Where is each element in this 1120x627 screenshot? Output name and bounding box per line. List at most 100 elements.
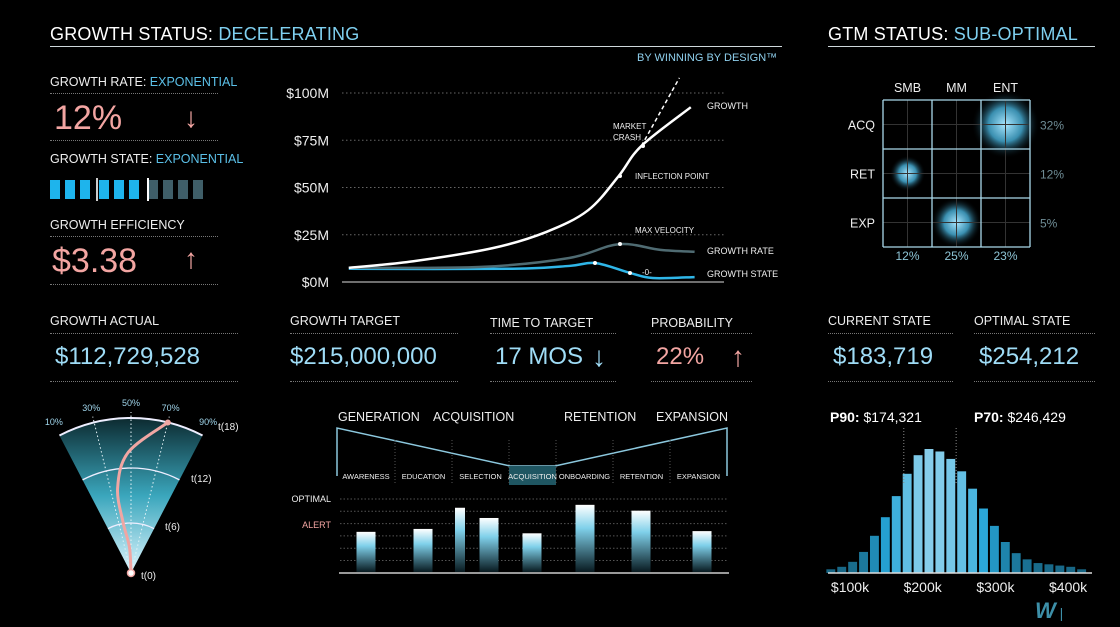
distribution-bar [859,551,868,573]
stage-bar [356,531,376,572]
annotation: -0- [642,268,652,277]
y-tick-label: $25M [294,227,329,243]
distribution-bar [891,496,901,573]
stage-bar [522,533,542,572]
growth-state-segment [99,180,109,199]
divider [828,333,953,334]
growth-state-segment [193,180,203,199]
data-point [641,144,645,148]
metric-value: $183,719 [833,343,934,370]
row-total: 12% [1040,168,1064,182]
angle-tick-label: 90% [199,417,217,427]
distribution-bar [1000,542,1010,573]
row-label: EXP [850,217,875,231]
stage-label: ACQUISITION [508,472,557,481]
stage-label: EXPANSION [677,472,720,481]
x-tick-label: $100k [831,579,870,595]
stage-label: AWARENESS [342,472,389,481]
column-total: 25% [944,249,968,263]
stage-bar [575,504,595,572]
row-total: 32% [1040,119,1064,133]
metric-value: $254,212 [979,343,1080,370]
ring [82,467,180,481]
annotation: INFLECTION POINT [635,172,709,181]
metric-value: 22% [656,343,705,370]
annotation: MARKET [613,122,646,131]
distribution-bar [946,458,956,573]
logo: W | [1035,598,1064,623]
annotation: MAX VELOCITY [635,226,695,235]
ring-tick-label: t(12) [191,474,212,485]
segment-divider [147,178,149,201]
distribution-bar [924,449,934,573]
stage-group-label: EXPANSION [656,410,728,424]
distribution-bar [1055,565,1065,573]
ring [58,417,204,437]
metric-value: 17 MOS [495,343,584,370]
divider [974,381,1095,382]
distribution-bar [1044,564,1054,573]
growth-state-segment [80,180,90,199]
start-point [126,568,136,578]
angle-tick-label: 10% [45,417,63,427]
divider [490,381,616,382]
gtm-status-label: GTM STATUS: [828,24,954,44]
distribution-bar [902,473,912,573]
stage-group-label: ACQUISITION [433,410,514,424]
growth-state-segment [148,180,158,199]
percentile-value: $174,321 [860,409,922,425]
percentile-label: P70: $246,429 [974,409,1066,425]
x-tick-label: $300k [976,579,1015,595]
percentile-name: P90: [830,409,860,425]
stage-label: EDUCATION [402,472,446,481]
growth-state-label: GROWTH STATE: EXPONENTIAL [50,152,244,166]
metric-value: $112,729,528 [55,343,201,370]
projection-line [640,77,681,147]
divider [290,333,458,334]
optimal-label: OPTIMAL [291,494,331,504]
distribution-bar [989,525,999,573]
series-line-growth-rate [348,242,695,270]
growth-state-segment [50,180,60,199]
column-label: ENT [993,81,1018,95]
metric-label: OPTIMAL STATE [974,314,1071,328]
distribution-bar [979,508,988,573]
growth-efficiency-value: $3.38 [52,242,138,280]
distribution-bar [880,517,890,573]
series-line-growth [348,106,692,270]
distribution-bar [869,535,879,573]
metric-label: CURRENT STATE [828,314,931,328]
growth-rate-value: 12% [54,99,123,137]
row-label: RET [850,168,875,182]
percentile-label: P90: $174,321 [830,409,922,425]
growth-status-label: GROWTH STATUS: [50,24,219,44]
divider [50,46,782,47]
stage-label: RETENTION [620,472,663,481]
series-label: GROWTH RATE [707,246,774,256]
distribution-bar [1066,566,1076,573]
divider [974,333,1095,334]
metric-label: GROWTH TARGET [290,314,400,328]
metric-label: PROBABILITY [651,316,733,330]
ring-tick-label: t(6) [165,522,180,533]
column-label: SMB [894,81,921,95]
arrow-down-icon: ↓ [184,102,198,133]
column-total: 23% [993,249,1017,263]
arrow-up-icon: ↑ [731,341,745,372]
divider [50,236,218,237]
growth-status-title: GROWTH STATUS: DECELERATING [50,24,359,45]
divider [50,381,238,382]
column-total: 12% [895,249,919,263]
segment-divider [96,178,98,201]
distribution-bar [1011,553,1021,573]
stage-bar [479,517,499,572]
distribution-bar [968,488,978,573]
y-tick-label: $50M [294,180,329,196]
row-total: 5% [1040,217,1058,231]
end-point [164,419,171,426]
angle-tick-label: 50% [122,398,140,408]
stage-label: ONBOARDING [559,472,610,481]
growth-state-segment [163,180,173,199]
divider [50,93,218,94]
